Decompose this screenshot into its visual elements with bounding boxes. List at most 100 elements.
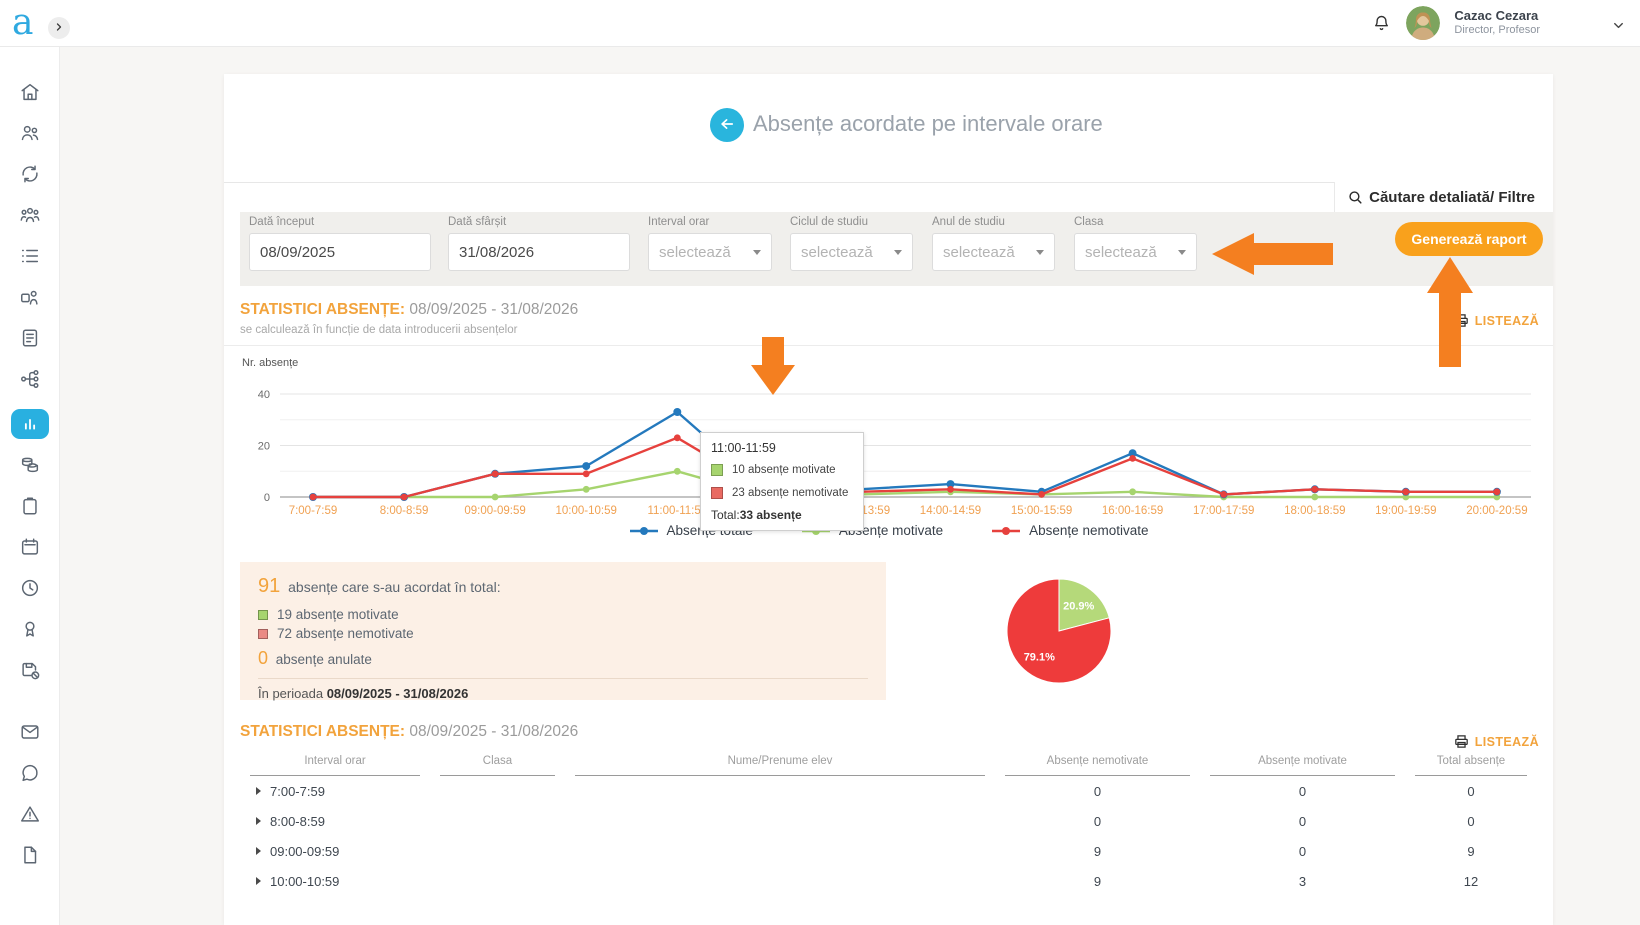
sidebar-item-library[interactable]: [19, 454, 41, 476]
expand-caret-icon[interactable]: [256, 787, 261, 795]
nemotivate-swatch: [711, 486, 723, 499]
filter-dropdown[interactable]: selectează: [1074, 233, 1197, 271]
avatar[interactable]: [1406, 6, 1441, 40]
svg-text:17:00-17:59: 17:00-17:59: [1193, 505, 1254, 517]
content-card: Absențe acordate pe intervale orare Căut…: [224, 74, 1553, 925]
table-column-header: Absențe nemotivate: [1005, 751, 1190, 776]
sidebar-item-students[interactable]: [19, 122, 41, 144]
summary-total-text: absențe care s-au acordat în total:: [288, 579, 501, 595]
sidebar-item-save-disabled[interactable]: [19, 659, 41, 681]
sidebar-item-user-badge[interactable]: [19, 286, 41, 308]
summary-motivate-line: 19 absențe motivate: [258, 607, 868, 622]
list-icon: [19, 245, 41, 267]
svg-text:7:00-7:59: 7:00-7:59: [289, 505, 338, 517]
table-column-header: Total absențe: [1415, 751, 1527, 776]
sidebar-item-clock[interactable]: [19, 577, 41, 599]
legend-item[interactable]: Absențe nemotivate: [991, 523, 1148, 538]
filter-field: Dată sfârșit 31/08/2026: [448, 216, 630, 271]
table-column-header: Absențe motivate: [1210, 751, 1395, 776]
table-row[interactable]: 09:00-09:59 9 0 9: [240, 836, 1537, 866]
svg-text:20:00-20:59: 20:00-20:59: [1466, 505, 1527, 517]
tooltip-motivate: 10 absențe motivate: [732, 464, 836, 476]
students-icon: [19, 122, 41, 144]
filter-label: Dată sfârșit: [448, 216, 507, 228]
divider: [258, 678, 868, 679]
chevron-down-icon: [894, 249, 902, 255]
legend-marker: [629, 526, 658, 535]
tooltip-nemotivate: 23 absențe nemotivate: [732, 486, 849, 499]
generate-report-button[interactable]: Generează raport: [1395, 222, 1543, 256]
file-icon: [19, 844, 41, 866]
sidebar-item-document[interactable]: [19, 327, 41, 349]
table-column-header: Interval orar: [250, 751, 420, 776]
chevron-down-icon: [753, 249, 761, 255]
svg-text:79.1%: 79.1%: [1024, 652, 1055, 664]
sidebar-item-mail[interactable]: [19, 721, 41, 743]
hierarchy-icon: [19, 368, 41, 390]
detailed-search-link[interactable]: Căutare detaliată/ Filtre: [1334, 182, 1553, 212]
sidebar-item-home[interactable]: [19, 81, 41, 103]
notifications-bell-icon[interactable]: [1371, 13, 1392, 34]
transfer-icon: [19, 163, 41, 185]
date-input[interactable]: 31/08/2026: [448, 233, 630, 271]
sidebar-item-file[interactable]: [19, 844, 41, 866]
expand-caret-icon[interactable]: [256, 847, 261, 855]
table-header-row: Interval orar Clasa Nume/Prenume elev Absen…: [240, 751, 1537, 776]
svg-text:15:00-15:59: 15:00-15:59: [1011, 505, 1072, 517]
table-row[interactable]: 7:00-7:59 0 0 0: [240, 776, 1537, 806]
sidebar-item-transfer[interactable]: [19, 163, 41, 185]
bar-chart-icon: [19, 413, 41, 435]
detailed-search-label: Căutare detaliată/ Filtre: [1369, 188, 1535, 206]
table-row[interactable]: 8:00-8:59 0 0 0: [240, 806, 1537, 836]
sidebar-item-list[interactable]: [19, 245, 41, 267]
table-column-header: Nume/Prenume elev: [575, 751, 985, 776]
divider: [224, 182, 1553, 183]
expand-caret-icon[interactable]: [256, 817, 261, 825]
page-title: Absențe acordate pe intervale orare: [753, 111, 1103, 136]
summary-total-line: 91 absențe care s-au acordat în total:: [258, 575, 868, 598]
svg-text:8:00-8:59: 8:00-8:59: [380, 505, 429, 517]
app-logo[interactable]: a: [12, 2, 34, 43]
filter-field: Dată început 08/09/2025: [249, 216, 431, 271]
filter-label: Interval orar: [648, 216, 710, 228]
sidebar-item-bar-chart[interactable]: [10, 409, 49, 439]
summary-box: 91 absențe care s-au acordat în total: 1…: [240, 562, 886, 701]
sidebar-item-clipboard[interactable]: [19, 495, 41, 517]
sidebar-item-award[interactable]: [19, 618, 41, 640]
summary-anulate-line: 0 absențe anulate: [258, 648, 372, 668]
sidebar-item-warning[interactable]: [19, 803, 41, 825]
warning-icon: [19, 803, 41, 825]
filter-label: Anul de studiu: [932, 216, 1005, 228]
sidebar-item-group[interactable]: [19, 204, 41, 226]
chevron-down-icon: [1036, 249, 1044, 255]
clock-icon: [19, 577, 41, 599]
user-meta[interactable]: Cazac Cezara Director, Profesor: [1454, 8, 1540, 38]
print-list-button[interactable]: LISTEAZĂ: [1453, 312, 1539, 329]
sidebar-item-calendar[interactable]: [19, 536, 41, 558]
sidebar-item-hierarchy[interactable]: [19, 368, 41, 390]
filter-dropdown[interactable]: selectează: [932, 233, 1055, 271]
filter-dropdown[interactable]: selectează: [790, 233, 913, 271]
line-chart[interactable]: 0 20 40 7:00-7:59 8:00-8:59 09:00-09:59 10:00-…: [240, 371, 1537, 529]
calendar-icon: [19, 536, 41, 558]
user-role: Director, Profesor: [1454, 24, 1540, 37]
sidebar-collapse-button[interactable]: [48, 17, 70, 39]
chevron-down-icon[interactable]: [1611, 18, 1626, 38]
stats-heading-dates: 08/09/2025 - 31/08/2026: [409, 301, 579, 318]
table-heading: STATISTICI ABSENȚE: 08/09/2025 - 31/08/2…: [240, 723, 579, 740]
expand-caret-icon[interactable]: [256, 877, 261, 885]
summary-total-count: 91: [258, 575, 281, 597]
svg-text:40: 40: [258, 389, 270, 401]
table-row[interactable]: 10:00-10:59 9 3 12: [240, 866, 1537, 896]
date-input[interactable]: 08/09/2025: [249, 233, 431, 271]
header-user-area: Cazac Cezara Director, Profesor: [1371, 6, 1540, 40]
top-bar: a Cazac Cezara Director, Profesor: [0, 0, 1640, 47]
filter-dropdown[interactable]: selectează: [648, 233, 772, 271]
back-button[interactable]: [710, 108, 744, 142]
svg-text:16:00-16:59: 16:00-16:59: [1102, 505, 1163, 517]
filter-label: Dată început: [249, 216, 315, 228]
sidebar-item-chat[interactable]: [19, 762, 41, 784]
print-table-button[interactable]: LISTEAZĂ: [1453, 733, 1539, 750]
arrow-left-icon: [718, 115, 736, 136]
